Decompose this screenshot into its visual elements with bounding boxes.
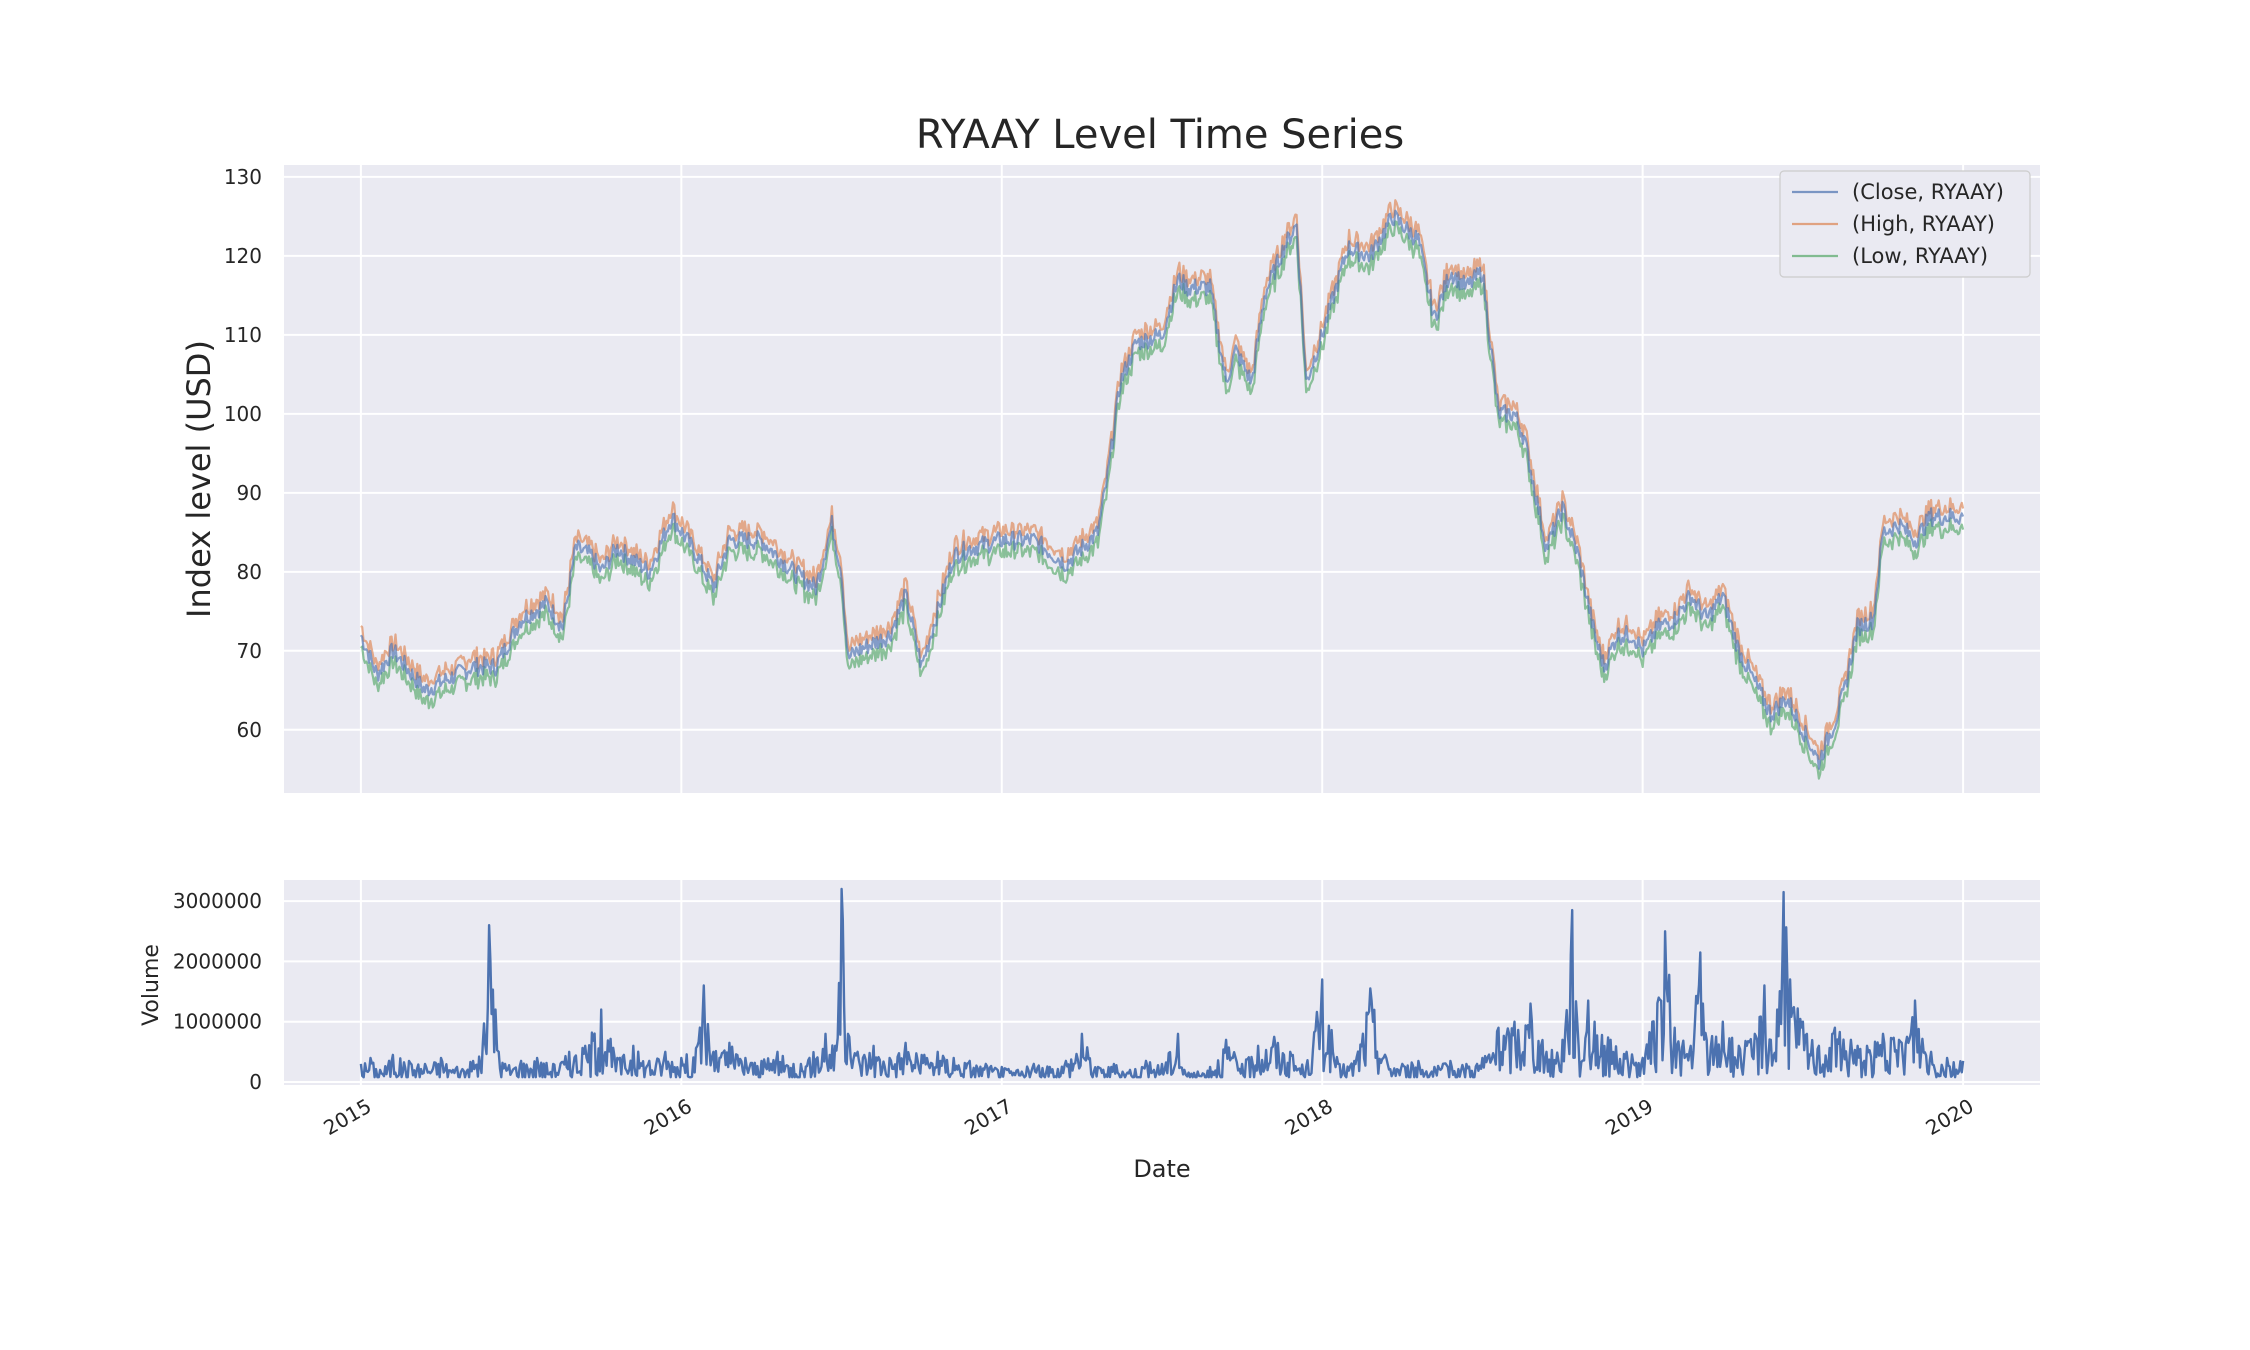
- legend-entry-high: (High, RYAAY): [1852, 212, 1995, 236]
- x-tick-2020: 2020: [1922, 1094, 1978, 1140]
- volume-plot-area: [284, 880, 2040, 1085]
- x-tick-2019: 2019: [1601, 1094, 1657, 1140]
- price-plot-area: [284, 165, 2040, 793]
- volume-y-tick-2: 2000000: [173, 949, 262, 973]
- volume-y-tick-1: 1000000: [173, 1010, 262, 1034]
- volume-y-ticks: 0 1000000 2000000 3000000: [173, 889, 262, 1094]
- price-y-tick-130: 130: [224, 165, 262, 189]
- legend-box: [1779, 170, 2031, 278]
- volume-y-tick-3: 3000000: [173, 889, 262, 913]
- legend: (Close, RYAAY) (High, RYAAY) (Low, RYAAY…: [1779, 170, 2031, 278]
- close-series-line: [359, 209, 1965, 770]
- x-tick-2017: 2017: [960, 1094, 1016, 1140]
- volume-y-axis-label: Volume: [139, 944, 164, 1026]
- price-y-ticks: 60 70 80 90 100 110 120 130: [224, 165, 262, 742]
- low-series-line: [360, 220, 1965, 780]
- volume-grid: [284, 880, 2040, 1085]
- price-lines: [359, 199, 1965, 780]
- price-y-tick-80: 80: [237, 560, 262, 584]
- volume-line: [359, 887, 1965, 1079]
- legend-entry-low: (Low, RYAAY): [1852, 244, 1988, 268]
- price-y-tick-90: 90: [237, 481, 262, 505]
- volume-y-tick-0: 0: [249, 1070, 262, 1094]
- chart-title: RYAAY Level Time Series: [916, 112, 1404, 158]
- high-series-line: [360, 199, 1965, 760]
- price-y-axis-label: Index level (USD): [180, 340, 218, 618]
- volume-series-line: [359, 887, 1965, 1079]
- x-axis-ticks: 2015 2016 2017 2018 2019 2020: [319, 1094, 1977, 1140]
- price-y-tick-100: 100: [224, 402, 262, 426]
- x-tick-2018: 2018: [1281, 1094, 1337, 1140]
- legend-entry-close: (Close, RYAAY): [1852, 180, 2004, 204]
- price-y-tick-60: 60: [237, 718, 262, 742]
- x-axis-label: Date: [1133, 1155, 1190, 1183]
- x-tick-2015: 2015: [319, 1094, 375, 1140]
- x-tick-2016: 2016: [640, 1094, 696, 1140]
- price-y-tick-120: 120: [224, 244, 262, 268]
- price-panel: 60 70 80 90 100 110 120 130 Index level (USD) (…: [180, 165, 2040, 793]
- price-y-tick-110: 110: [224, 323, 262, 347]
- price-grid: [284, 165, 2040, 793]
- price-y-tick-70: 70: [237, 639, 262, 663]
